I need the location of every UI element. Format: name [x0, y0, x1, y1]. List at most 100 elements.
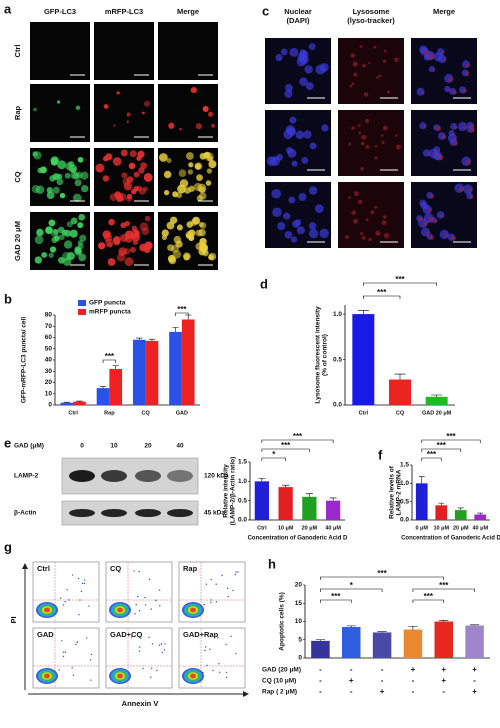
cell — [56, 178, 64, 186]
nucleus — [272, 207, 282, 218]
cell — [34, 256, 43, 264]
cell — [196, 174, 203, 181]
lysosome — [352, 61, 358, 67]
nucleus — [308, 43, 316, 51]
event — [150, 608, 152, 610]
nucleus — [309, 142, 317, 150]
y-tick-label: 0.5 — [238, 497, 247, 504]
event — [206, 664, 208, 667]
lysosome — [381, 220, 387, 226]
cell — [120, 149, 128, 157]
event — [227, 595, 229, 598]
nucleus — [294, 219, 302, 226]
axis-label: Annexin V — [122, 699, 159, 708]
lysosome — [368, 237, 372, 242]
nucleus — [305, 82, 314, 91]
lysosome — [358, 199, 363, 205]
nucleus — [291, 160, 298, 167]
cell — [116, 91, 120, 95]
y-tick-label: 10 — [295, 618, 303, 625]
cell — [194, 162, 203, 170]
x-tick-label: CQ — [396, 410, 405, 416]
lysosome — [419, 217, 424, 222]
event — [64, 600, 66, 603]
event — [237, 571, 239, 573]
cell — [124, 257, 134, 267]
bar — [372, 632, 392, 658]
error-bar — [136, 337, 143, 340]
event — [163, 649, 166, 651]
cell — [57, 160, 67, 170]
micrograph — [94, 22, 154, 80]
event-density — [44, 673, 50, 679]
event — [75, 643, 77, 646]
cell — [178, 169, 187, 177]
error-bar — [315, 639, 326, 641]
significance-bracket — [320, 599, 352, 603]
lysosome — [376, 76, 379, 79]
lysosome — [365, 218, 369, 222]
y-axis-label: (LAMP-2/β-Actin ratio) — [230, 457, 237, 526]
nucleus — [457, 121, 468, 132]
y-tick-label: 0 — [298, 655, 302, 662]
significance-bracket — [421, 457, 442, 461]
error-bar — [408, 625, 418, 630]
significance-bracket — [421, 448, 462, 452]
event — [218, 663, 220, 665]
lysosome — [469, 127, 475, 133]
cell — [56, 100, 61, 104]
legend-swatch — [78, 300, 86, 306]
micrograph — [265, 110, 331, 176]
cell — [31, 185, 40, 194]
x-tick-label: 40 μM — [325, 525, 341, 531]
lysosome — [378, 74, 382, 78]
lysosome — [363, 92, 369, 97]
nucleus — [319, 228, 329, 239]
significance-label: *** — [177, 305, 187, 314]
y-tick-label: 15 — [295, 600, 303, 607]
bar — [389, 379, 411, 405]
y-axis-label: GFP-mRFP-LC3 puncta/ cell — [21, 317, 28, 404]
cell — [206, 168, 213, 174]
event — [205, 583, 208, 585]
cell — [196, 195, 203, 202]
x-tick-label: Ctrl — [359, 410, 369, 416]
legend-label: GFP puncta — [89, 300, 126, 307]
y-tick-label: 40 — [45, 357, 53, 364]
lysosome — [465, 159, 471, 165]
condition-sign: - — [442, 687, 445, 696]
lysosome — [448, 88, 451, 92]
lysosome — [458, 186, 464, 192]
bar — [181, 319, 195, 405]
cell — [74, 179, 82, 187]
cell — [80, 171, 89, 180]
micrograph — [30, 84, 90, 142]
y-tick-label: 50 — [45, 345, 53, 352]
band — [167, 470, 193, 482]
event — [212, 669, 214, 672]
bar — [132, 339, 146, 405]
lysosome — [442, 58, 446, 62]
nucleus — [285, 124, 296, 135]
cell — [48, 252, 54, 258]
lysosome — [424, 50, 429, 55]
lysosome — [373, 45, 377, 49]
cell — [34, 235, 44, 245]
event — [225, 676, 228, 678]
cell — [51, 236, 58, 244]
significance-label: *** — [395, 275, 405, 284]
significance-label: *** — [331, 592, 341, 601]
significance-bracket — [421, 439, 481, 443]
lane-label: 40 — [176, 443, 184, 450]
cell — [52, 186, 60, 194]
lysosome — [348, 142, 352, 146]
micrograph — [338, 182, 404, 248]
x-axis-label: Concentration of Ganoderic Acid D — [248, 536, 348, 542]
cell — [204, 152, 214, 162]
x-tick-label: 0 μM — [415, 525, 428, 531]
significance-bracket — [261, 448, 310, 452]
lysosome — [452, 90, 457, 95]
cell — [130, 246, 136, 253]
cell — [199, 222, 207, 229]
event — [81, 582, 84, 584]
